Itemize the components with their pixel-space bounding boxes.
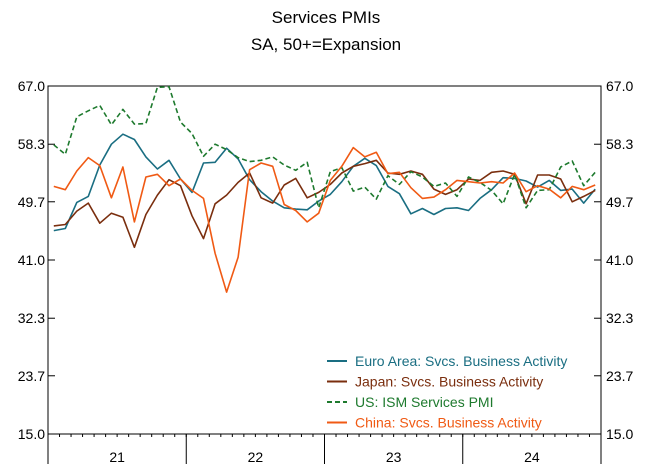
- y-tick-label-left: 58.3: [18, 136, 45, 152]
- y-tick-label-left: 32.3: [18, 310, 45, 326]
- chart-subtitle: SA, 50+=Expansion: [251, 35, 401, 54]
- series-lines: [53, 85, 596, 293]
- legend-label-4: China: Svcs. Business Activity: [355, 415, 542, 431]
- y-tick-label-left: 41.0: [18, 252, 45, 268]
- legend-label-2: Japan: Svcs. Business Activity: [355, 374, 543, 390]
- series-line-3: [53, 85, 596, 209]
- y-tick-label-left: 67.0: [18, 78, 45, 94]
- y-tick-label-right: 23.7: [606, 368, 633, 384]
- x-tick-label: 24: [524, 449, 540, 465]
- series-line-4: [53, 146, 596, 293]
- y-tick-label-left: 15.0: [18, 426, 45, 442]
- legend-label-3: US: ISM Services PMI: [355, 394, 493, 410]
- legend: Euro Area: Svcs. Business Activity Japan:…: [327, 353, 567, 431]
- y-tick-label-right: 67.0: [606, 78, 633, 94]
- y-tick-label-right: 32.3: [606, 310, 633, 326]
- legend-label-1: Euro Area: Svcs. Business Activity: [355, 353, 567, 369]
- y-tick-label-right: 58.3: [606, 136, 633, 152]
- chart-title: Services PMIs: [272, 8, 381, 27]
- x-tick-label: 22: [248, 449, 264, 465]
- y-tick-label-left: 49.7: [18, 194, 45, 210]
- y-tick-label-right: 49.7: [606, 194, 633, 210]
- x-tick-label: 23: [386, 449, 402, 465]
- y-tick-label-left: 23.7: [18, 368, 45, 384]
- y-tick-label-right: 15.0: [606, 426, 633, 442]
- axis-ticks: 67.0 67.0 58.3 58.3 49.7 49.7 41.0 41.0 32.3 32.3…: [18, 78, 634, 465]
- x-tick-label: 21: [109, 449, 125, 465]
- series-line-1: [53, 133, 596, 232]
- y-tick-label-right: 41.0: [606, 252, 633, 268]
